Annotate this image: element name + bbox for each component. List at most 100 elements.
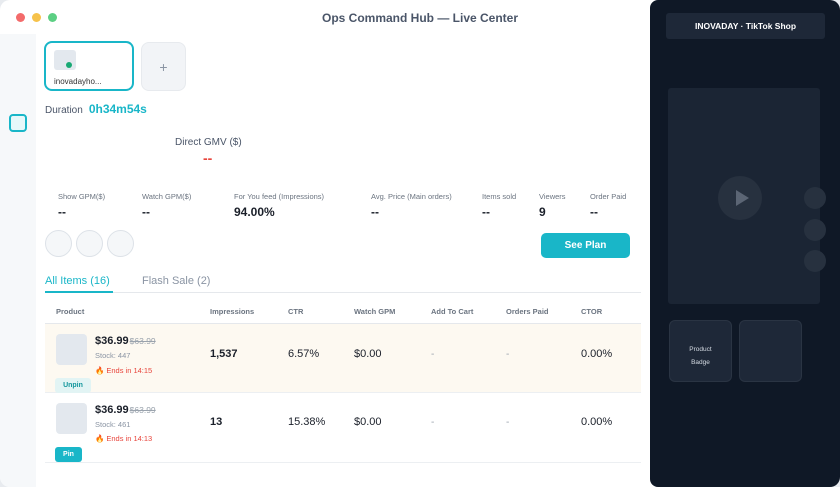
shop-title: INOVADAY · TikTok Shop	[666, 13, 825, 39]
impressions-cell: 1,537	[210, 348, 238, 360]
preview-side-button[interactable]	[804, 187, 826, 209]
tab-flash-sale[interactable]: Flash Sale (2)	[142, 275, 211, 287]
stat-order-paid: Order Paid --	[590, 192, 626, 219]
stat-value: --	[590, 205, 598, 219]
column-header: Impressions	[210, 307, 255, 316]
orders-paid-cell: -	[506, 417, 510, 428]
ctor-cell: 0.00%	[581, 416, 613, 428]
flame-icon: 🔥	[95, 366, 105, 375]
stat-value: 9	[539, 205, 546, 219]
stat-label: Avg. Price (Main orders)	[371, 192, 452, 201]
product-thumbnail	[56, 403, 87, 434]
live-room-card[interactable]: inovadayho...	[44, 41, 134, 91]
table-row[interactable]: $36.99$63.99 Stock: 447 🔥 Ends in 14:15 U…	[45, 324, 641, 393]
duration-label: Duration	[45, 105, 83, 116]
live-status-dot	[66, 62, 72, 68]
room-name: inovadayho...	[54, 77, 102, 86]
close-dot[interactable]	[16, 13, 25, 22]
product-price: $36.99$63.99	[95, 335, 156, 347]
column-header: CTR	[288, 307, 304, 316]
stat-label: Order Paid	[590, 192, 627, 201]
table-row[interactable]: $36.99$63.99 Stock: 461 🔥 Ends in 14:13 P…	[45, 393, 641, 463]
stat-label: Show GPM($)	[58, 192, 106, 201]
badge-line: Product	[689, 346, 712, 353]
flash-sale-timer: 🔥 Ends in 14:15	[95, 366, 152, 375]
tab-all-items[interactable]: All Items (16)	[45, 275, 113, 293]
preview-side-button[interactable]	[804, 250, 826, 272]
play-button[interactable]	[718, 176, 762, 220]
current-price: $36.99	[95, 335, 129, 347]
stat-viewers: Viewers 9	[539, 192, 566, 219]
original-price: $63.99	[129, 405, 156, 415]
stat-value: 94.00%	[234, 205, 275, 219]
column-header: Orders Paid	[506, 307, 549, 316]
title-bar	[0, 0, 650, 34]
stat-value: --	[482, 205, 490, 219]
video-preview	[668, 88, 820, 304]
column-header: Watch GPM	[354, 307, 396, 316]
stat-value: --	[142, 205, 150, 219]
sidebar	[0, 34, 36, 487]
product-badge-card[interactable]: Product Badge	[669, 320, 732, 382]
stat-for-you-feed: For You feed (Impressions) 94.00%	[234, 192, 324, 219]
product-stock: Stock: 447	[95, 351, 131, 360]
add-to-cart-cell: -	[431, 349, 435, 360]
duration-value: 0h34m54s	[88, 102, 147, 116]
current-price: $36.99	[95, 404, 129, 416]
add-room-button[interactable]: +	[141, 42, 186, 91]
gmv-label: Direct GMV ($)	[175, 137, 242, 148]
stat-avg-price: Avg. Price (Main orders) --	[371, 192, 452, 219]
flame-icon: 🔥	[95, 434, 105, 443]
room-thumbnail	[54, 50, 76, 70]
impressions-cell: 13	[210, 416, 223, 428]
add-to-cart-cell: -	[431, 417, 435, 428]
column-header: CTOR	[581, 307, 603, 316]
stat-value: --	[58, 205, 66, 219]
stat-show-gpm: Show GPM($) --	[58, 192, 105, 219]
quick-action-circle[interactable]	[76, 230, 103, 257]
original-price: $63.99	[129, 336, 156, 346]
flash-sale-timer: 🔥 Ends in 14:13	[95, 434, 152, 443]
main-panel: inovadayho... + Duration 0h34m54s Direct…	[36, 34, 650, 487]
column-header: Add To Cart	[431, 307, 474, 316]
ends-text: Ends in 14:15	[106, 366, 153, 375]
stat-label: Viewers	[539, 192, 566, 201]
product-thumbnail	[56, 334, 87, 365]
pin-button[interactable]: Pin	[55, 447, 82, 462]
item-tabs: All Items (16) Flash Sale (2)	[45, 275, 641, 293]
quick-action-circle[interactable]	[107, 230, 134, 257]
stat-label: Watch GPM($)	[142, 192, 192, 201]
stat-label: Items sold	[482, 192, 517, 201]
live-preview-panel: INOVADAY · TikTok Shop Product Badge	[650, 0, 840, 487]
column-header: Product	[56, 307, 85, 316]
see-plan-button[interactable]: See Plan	[541, 233, 630, 258]
maximize-dot[interactable]	[48, 13, 57, 22]
ends-text: Ends in 14:13	[106, 434, 153, 443]
minimize-dot[interactable]	[32, 13, 41, 22]
watch-gpm-cell: $0.00	[354, 416, 382, 428]
sidebar-live-icon[interactable]	[9, 114, 27, 132]
quick-action-circle[interactable]	[45, 230, 72, 257]
preview-side-button[interactable]	[804, 219, 826, 241]
unpin-button[interactable]: Unpin	[55, 378, 91, 393]
badge-line: Badge	[691, 359, 710, 366]
window-title: Ops Command Hub — Live Center	[321, 11, 519, 25]
play-icon	[735, 190, 749, 206]
add-room-icon: +	[159, 58, 168, 75]
stat-label: For You feed (Impressions)	[234, 192, 325, 201]
table-header: Product Impressions CTR Watch GPM Add To…	[45, 296, 641, 324]
duration: Duration 0h34m54s	[45, 102, 147, 116]
empty-badge-card[interactable]	[739, 320, 802, 382]
watch-gpm-cell: $0.00	[354, 348, 382, 360]
orders-paid-cell: -	[506, 349, 510, 360]
product-stock: Stock: 461	[95, 420, 131, 429]
stat-value: --	[371, 205, 379, 219]
product-price: $36.99$63.99	[95, 404, 156, 416]
ctr-cell: 6.57%	[288, 348, 320, 360]
window-controls	[16, 13, 57, 22]
ctor-cell: 0.00%	[581, 348, 613, 360]
stat-items-sold: Items sold --	[482, 192, 516, 219]
ctr-cell: 15.38%	[288, 416, 326, 428]
stat-watch-gpm: Watch GPM($) --	[142, 192, 191, 219]
